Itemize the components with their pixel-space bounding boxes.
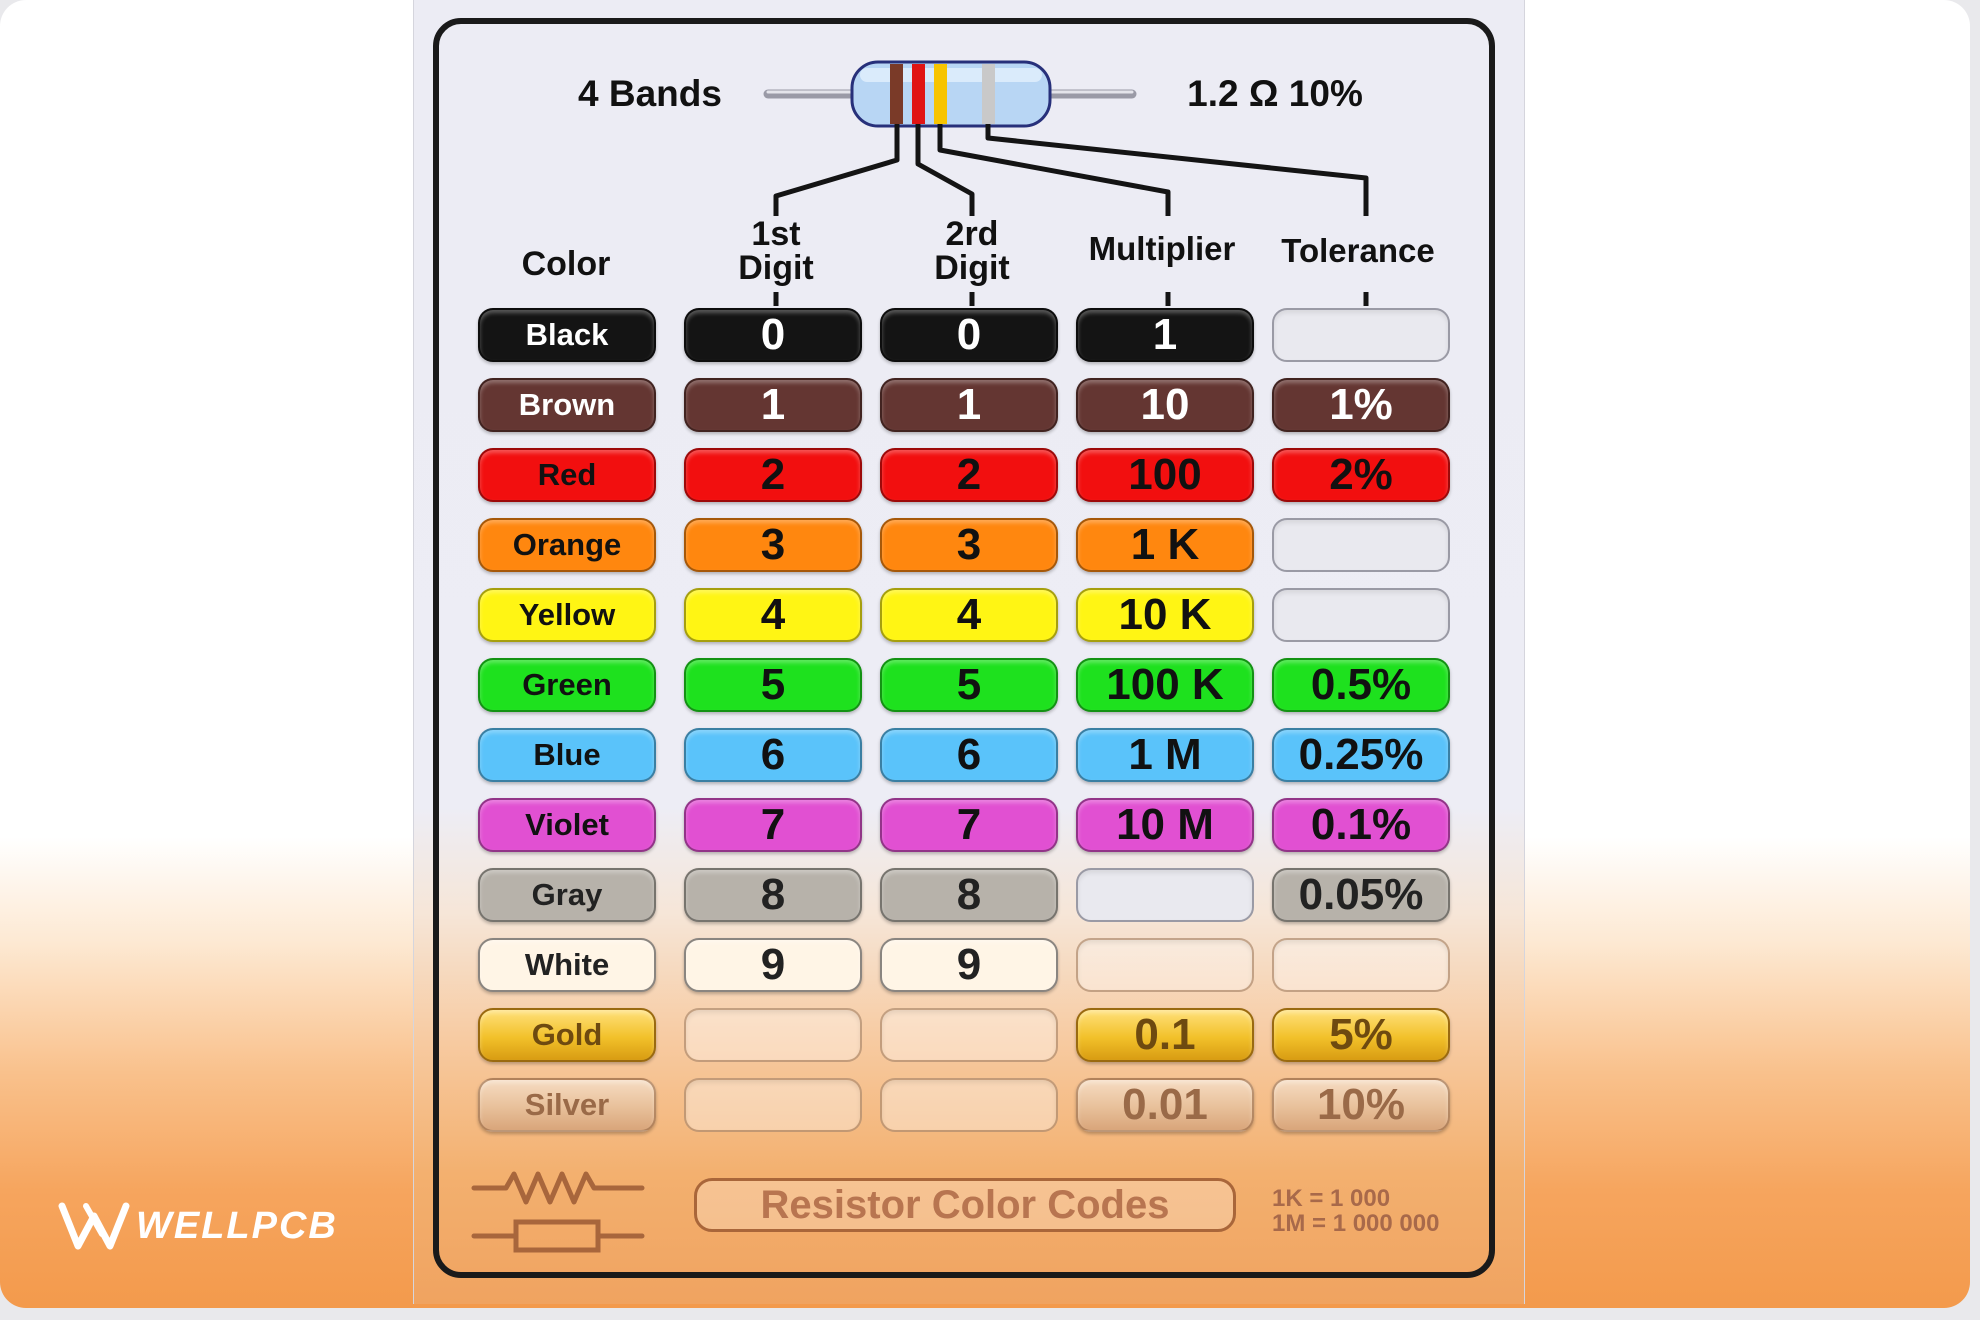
color-name-cell-white: White xyxy=(478,938,656,992)
chart-footer-title: Resistor Color Codes xyxy=(694,1178,1236,1232)
second-digit-cell-green: 5 xyxy=(880,658,1058,712)
first-digit-cell-gold xyxy=(684,1008,862,1062)
column-header-first-digit: 1st Digit xyxy=(738,215,814,287)
first-digit-cell-black: 0 xyxy=(684,308,862,362)
chart-frame xyxy=(433,18,1495,1278)
resistor-band-3 xyxy=(934,64,947,124)
tolerance-cell-black xyxy=(1272,308,1450,362)
color-name-cell-brown: Brown xyxy=(478,378,656,432)
tolerance-cell-violet: 0.1% xyxy=(1272,798,1450,852)
color-name-cell-black: Black xyxy=(478,308,656,362)
multiplier-cell-black: 1 xyxy=(1076,308,1254,362)
second-digit-cell-black: 0 xyxy=(880,308,1058,362)
first-digit-cell-violet: 7 xyxy=(684,798,862,852)
multiplier-cell-green: 100 K xyxy=(1076,658,1254,712)
tolerance-cell-gray: 0.05% xyxy=(1272,868,1450,922)
color-name-cell-blue: Blue xyxy=(478,728,656,782)
bands-label: 4 Bands xyxy=(578,73,722,114)
resistor-zigzag-symbol-icon xyxy=(471,1171,645,1205)
tolerance-cell-yellow xyxy=(1272,588,1450,642)
tolerance-cell-blue: 0.25% xyxy=(1272,728,1450,782)
color-name-cell-gray: Gray xyxy=(478,868,656,922)
color-name-cell-violet: Violet xyxy=(478,798,656,852)
multiplier-cell-violet: 10 M xyxy=(1076,798,1254,852)
brand-name: WELLPCB xyxy=(136,1205,338,1247)
resistor-band-2 xyxy=(912,64,925,124)
multiplier-cell-yellow: 10 K xyxy=(1076,588,1254,642)
column-header-color: Color xyxy=(521,245,611,283)
color-name-cell-green: Green xyxy=(478,658,656,712)
column-header-second-digit: 2rd Digit xyxy=(934,215,1010,287)
color-name-cell-red: Red xyxy=(478,448,656,502)
multiplier-cell-white xyxy=(1076,938,1254,992)
tolerance-cell-silver: 10% xyxy=(1272,1078,1450,1132)
tolerance-cell-brown: 1% xyxy=(1272,378,1450,432)
example-value-label: 1.2 Ω 10% xyxy=(1187,73,1363,114)
resistor-box-symbol-icon xyxy=(471,1219,645,1253)
color-name-cell-silver: Silver xyxy=(478,1078,656,1132)
color-name-cell-orange: Orange xyxy=(478,518,656,572)
tolerance-cell-red: 2% xyxy=(1272,448,1450,502)
tolerance-cell-white xyxy=(1272,938,1450,992)
first-digit-cell-green: 5 xyxy=(684,658,862,712)
first-digit-cell-white: 9 xyxy=(684,938,862,992)
wellpcb-logo-icon xyxy=(58,1202,130,1250)
multiplier-cell-gray xyxy=(1076,868,1254,922)
first-digit-cell-yellow: 4 xyxy=(684,588,862,642)
first-digit-cell-brown: 1 xyxy=(684,378,862,432)
second-digit-cell-gray: 8 xyxy=(880,868,1058,922)
tolerance-cell-gold: 5% xyxy=(1272,1008,1450,1062)
second-digit-cell-silver xyxy=(880,1078,1058,1132)
multiplier-cell-brown: 10 xyxy=(1076,378,1254,432)
first-digit-cell-red: 2 xyxy=(684,448,862,502)
band-leader-lines xyxy=(773,124,1369,306)
first-digit-cell-gray: 8 xyxy=(684,868,862,922)
multiplier-cell-silver: 0.01 xyxy=(1076,1078,1254,1132)
multiplier-cell-orange: 1 K xyxy=(1076,518,1254,572)
column-header-tolerance: Tolerance xyxy=(1281,232,1435,269)
tolerance-cell-orange xyxy=(1272,518,1450,572)
second-digit-cell-brown: 1 xyxy=(880,378,1058,432)
first-digit-cell-silver xyxy=(684,1078,862,1132)
second-digit-cell-violet: 7 xyxy=(880,798,1058,852)
color-name-cell-yellow: Yellow xyxy=(478,588,656,642)
first-digit-cell-orange: 3 xyxy=(684,518,862,572)
resistor-band-1 xyxy=(890,64,903,124)
multiplier-cell-blue: 1 M xyxy=(1076,728,1254,782)
multiplier-cell-red: 100 xyxy=(1076,448,1254,502)
first-digit-cell-blue: 6 xyxy=(684,728,862,782)
second-digit-cell-blue: 6 xyxy=(880,728,1058,782)
second-digit-cell-orange: 3 xyxy=(880,518,1058,572)
kilo-note: 1K = 1 000 xyxy=(1272,1185,1391,1212)
color-name-cell-gold: Gold xyxy=(478,1008,656,1062)
tolerance-cell-green: 0.5% xyxy=(1272,658,1450,712)
mega-note: 1M = 1 000 000 xyxy=(1272,1210,1440,1237)
second-digit-cell-yellow: 4 xyxy=(880,588,1058,642)
second-digit-cell-red: 2 xyxy=(880,448,1058,502)
resistor-band-4 xyxy=(982,64,995,124)
second-digit-cell-gold xyxy=(880,1008,1058,1062)
resistor-symbols xyxy=(471,1171,645,1253)
second-digit-cell-white: 9 xyxy=(880,938,1058,992)
multiplier-cell-gold: 0.1 xyxy=(1076,1008,1254,1062)
column-header-multiplier: Multiplier xyxy=(1088,230,1236,267)
